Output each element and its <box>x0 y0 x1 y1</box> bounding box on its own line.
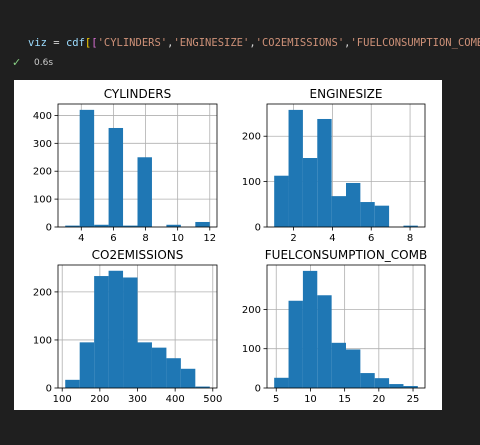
y-tick-label: 200 <box>242 132 261 143</box>
histogram-bar <box>346 349 361 388</box>
check-icon: ✓ <box>12 56 22 69</box>
histogram-bar <box>288 300 303 388</box>
x-tick-label: 8 <box>142 233 148 244</box>
histogram-bar <box>137 157 152 227</box>
x-tick-label: 300 <box>128 394 147 405</box>
histogram-bar <box>65 225 80 227</box>
histogram-bar <box>180 368 196 388</box>
histogram-bar <box>403 386 418 388</box>
histogram-bar <box>317 295 332 388</box>
subplot-title: CYLINDERS <box>104 87 171 101</box>
histogram-bar <box>374 378 390 388</box>
y-tick-label: 300 <box>33 139 52 150</box>
x-tick-label: 2 <box>290 233 296 244</box>
histogram-bar <box>94 224 109 227</box>
histogram-bar <box>302 270 318 388</box>
y-tick-label: 200 <box>33 287 52 298</box>
axes-frame <box>57 103 218 228</box>
x-tick-label: 4 <box>78 233 84 244</box>
histogram-bar <box>195 221 210 227</box>
histogram-bar <box>123 277 138 388</box>
histogram-bar <box>389 384 404 388</box>
histogram-bar <box>302 158 318 227</box>
axes-frame <box>266 264 426 389</box>
histogram-bar <box>79 109 95 227</box>
x-tick-label: 10 <box>171 233 184 244</box>
x-tick-label: 10 <box>304 394 317 405</box>
y-tick-label: 400 <box>33 111 52 122</box>
histogram-bar <box>195 386 210 388</box>
x-tick-label: 5 <box>273 394 279 405</box>
histogram-bar <box>331 342 346 388</box>
histogram-bar <box>137 342 152 388</box>
histogram-bar <box>166 358 181 388</box>
x-tick-label: 12 <box>203 233 216 244</box>
execution-time: 0.6s <box>34 58 54 68</box>
subplot-title: FUELCONSUMPTION_COMB <box>265 248 427 262</box>
histogram-bar <box>360 202 375 227</box>
x-tick-label: 100 <box>53 394 72 405</box>
histogram-bar <box>151 347 167 388</box>
x-tick-label: 15 <box>338 394 351 405</box>
histogram-bar <box>108 270 124 388</box>
histogram-bar <box>346 182 361 227</box>
histogram-bar <box>166 224 181 227</box>
y-tick-label: 0 <box>46 384 52 395</box>
histogram-bar <box>288 109 303 227</box>
x-tick-label: 200 <box>90 394 109 405</box>
histogram-bar <box>403 225 418 227</box>
cell-output: 4 6 8 10 12 0 100 200 300 400 CYLINDERS 2 4 6 8 0 100 200… <box>14 80 442 410</box>
y-tick-label: 100 <box>33 335 52 346</box>
histogram-bar <box>274 377 289 388</box>
histogram-bar <box>360 373 375 388</box>
x-tick-label: 6 <box>110 233 116 244</box>
code-line-1: viz = cdf[['CYLINDERS','ENGINESIZE','CO2… <box>28 37 480 49</box>
x-tick-label: 25 <box>407 394 420 405</box>
histogram-bar <box>331 196 346 227</box>
y-tick-label: 0 <box>255 223 261 234</box>
subplot-1: 4 6 8 10 12 0 100 200 300 400 CYLINDERS <box>33 87 218 244</box>
y-tick-label: 200 <box>33 167 52 178</box>
histogram-bar <box>274 175 289 227</box>
subplot-title: ENGINESIZE <box>310 87 383 101</box>
x-tick-label: 400 <box>166 394 185 405</box>
y-tick-label: 100 <box>242 177 261 188</box>
y-tick-label: 0 <box>46 223 52 234</box>
y-tick-label: 0 <box>255 384 261 395</box>
histogram-bar <box>374 205 390 227</box>
y-tick-label: 100 <box>242 344 261 355</box>
subplot-title: CO2EMISSIONS <box>92 248 184 262</box>
x-tick-label: 20 <box>372 394 385 405</box>
subplot-4: 5 10 15 20 25 0 100 200 FUELCONSUMPTION_COMB <box>242 248 427 405</box>
histogram-bar <box>317 118 332 227</box>
x-tick-label: 6 <box>368 233 374 244</box>
x-tick-label: 4 <box>329 233 335 244</box>
histogram-bar <box>79 342 95 388</box>
subplot-2: 2 4 6 8 0 100 200 ENGINESIZE <box>242 87 426 244</box>
histogram-bar <box>108 127 124 227</box>
histogram-bar <box>123 225 138 227</box>
x-tick-label: 8 <box>407 233 413 244</box>
y-tick-label: 100 <box>33 195 52 206</box>
x-tick-label: 500 <box>203 394 222 405</box>
histogram-bar <box>65 379 80 388</box>
histogram-bar <box>94 276 109 388</box>
axes-frame <box>266 103 426 228</box>
y-tick-label: 200 <box>242 305 261 316</box>
